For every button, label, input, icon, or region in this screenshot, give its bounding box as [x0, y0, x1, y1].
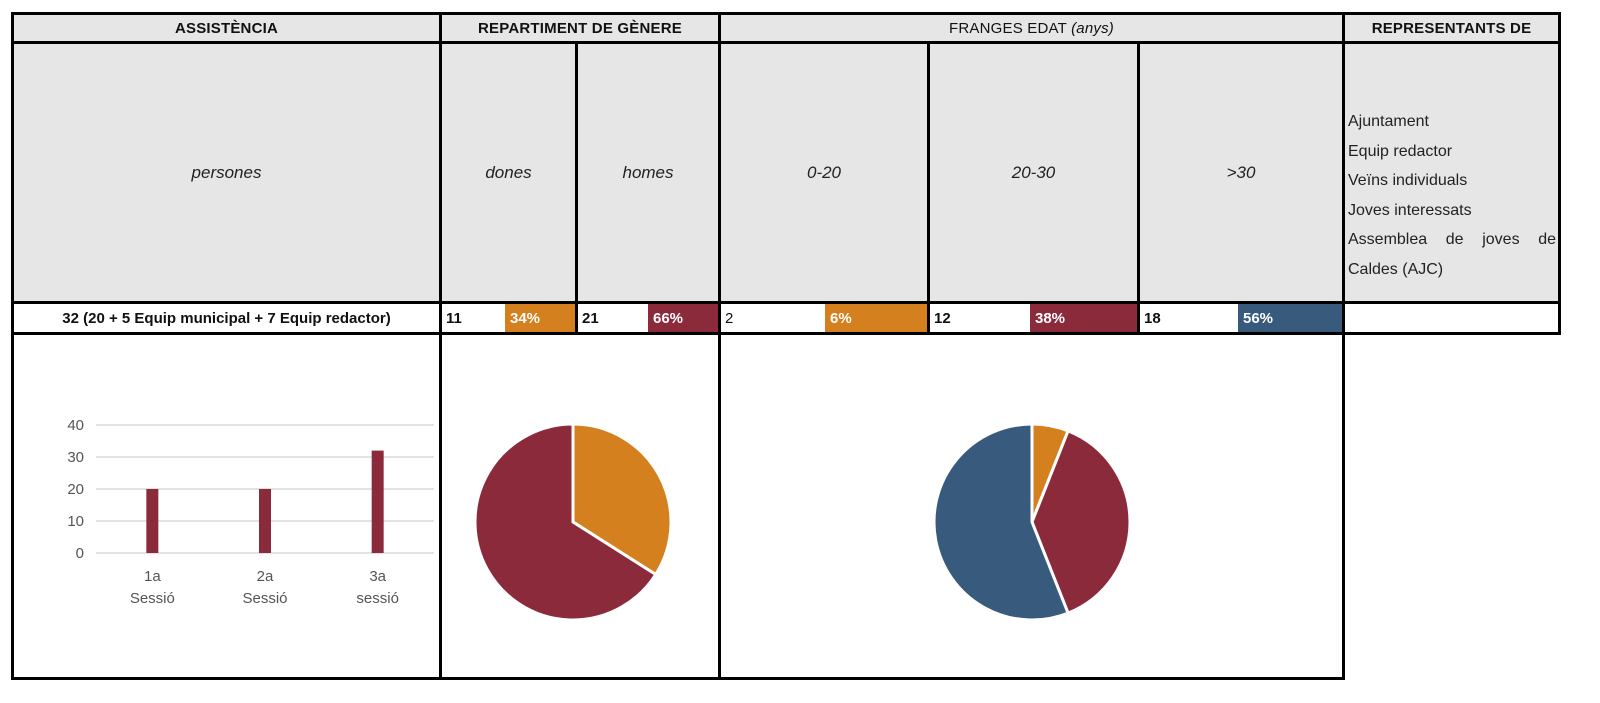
subheader-age-20-30: 20-30 [927, 41, 1140, 304]
age-20-30-percent: 38% [1030, 304, 1137, 332]
age-20-30-count: 12 [934, 309, 951, 327]
representant-item: Veïns individuals [1348, 172, 1468, 189]
subheader-dones-label: dones [485, 162, 532, 182]
x-tick-label: Sessió [242, 590, 287, 607]
subheader-age-20-30-label: 20-30 [1011, 162, 1056, 182]
pie-slice [932, 422, 1070, 622]
age-0-20-count: 2 [725, 309, 734, 327]
y-tick-label: 10 [67, 513, 84, 530]
representants-cell: Ajuntament Equip redactor Veïns individu… [1342, 41, 1561, 304]
subheader-persones-label: persones [191, 162, 262, 182]
header-edat: FRANGES EDAT (anys) [718, 12, 1345, 44]
representants-list: Ajuntament Equip redactor Veïns individu… [1345, 107, 1558, 284]
dones-percent: 34% [505, 304, 575, 332]
homes-percent: 66% [648, 304, 718, 332]
value-age-20-30: 12 38% [927, 301, 1140, 335]
age-0-20-percent: 6% [825, 304, 927, 332]
attendance-chart-cell: 0 10 20 30 40 1a Sessió 2a Sessió 3a sessió [11, 332, 442, 680]
x-tick-label: 3a [369, 568, 386, 585]
subheader-age-0-20: 0-20 [718, 41, 930, 304]
header-assistencia-label: ASSISTÈNCIA [174, 19, 279, 37]
representant-item: Assemblea de joves de Caldes (AJC) [1348, 231, 1556, 278]
homes-count: 21 [582, 309, 599, 327]
header-genere-label: REPARTIMENT DE GÈNERE [478, 19, 682, 37]
subheader-homes: homes [575, 41, 721, 304]
gender-pie-chart [473, 422, 673, 622]
bar [259, 489, 271, 553]
pie-slice [1030, 429, 1132, 615]
total-attendance-value: 32 (20 + 5 Equip municipal + 7 Equip red… [62, 309, 391, 327]
total-attendance: 32 (20 + 5 Equip municipal + 7 Equip red… [11, 301, 442, 335]
representant-item: Joves interessats [1348, 201, 1472, 219]
value-representants-empty [1342, 301, 1561, 335]
bar [146, 489, 159, 553]
value-homes: 21 66% [575, 301, 721, 335]
value-dones: 11 34% [439, 301, 578, 335]
age-30-plus-percent: 56% [1238, 304, 1342, 332]
representant-item: Ajuntament [1348, 113, 1429, 130]
representant-item: Equip redactor [1348, 142, 1453, 160]
age-30-plus-count: 18 [1144, 309, 1161, 327]
x-tick-label: sessió [356, 590, 399, 607]
header-assistencia: ASSISTÈNCIA [11, 12, 442, 44]
age-chart-cell [718, 332, 1345, 680]
header-edat-main: FRANGES EDAT [949, 19, 1072, 37]
value-age-0-20: 2 6% [718, 301, 930, 335]
value-age-30-plus: 18 56% [1137, 301, 1345, 335]
bar [371, 450, 384, 553]
x-tick-label: 1a [144, 568, 161, 585]
y-tick-label: 0 [76, 545, 84, 562]
y-tick-label: 20 [67, 481, 84, 498]
gender-chart-cell [439, 332, 721, 680]
header-representants-label: REPRESENTANTS DE [1371, 19, 1532, 37]
subheader-homes-label: homes [622, 162, 674, 182]
subheader-dones: dones [439, 41, 578, 304]
header-representants: REPRESENTANTS DE [1342, 12, 1561, 44]
subheader-age-30-plus: >30 [1137, 41, 1345, 304]
age-pie-chart [932, 422, 1132, 622]
y-tick-label: 40 [67, 417, 84, 434]
subheader-persones: persones [11, 41, 442, 304]
y-tick-label: 30 [67, 449, 84, 466]
header-edat-unit: (anys) [1071, 19, 1114, 37]
subheader-age-30-plus-label: >30 [1226, 162, 1256, 182]
dones-count: 11 [446, 309, 462, 327]
header-edat-label: FRANGES EDAT (anys) [949, 20, 1114, 37]
pie-slice [473, 422, 658, 622]
subheader-age-0-20-label: 0-20 [806, 162, 842, 182]
header-genere: REPARTIMENT DE GÈNERE [439, 12, 721, 44]
x-tick-label: Sessió [130, 590, 175, 607]
x-tick-label: 2a [257, 568, 274, 585]
attendance-bar-chart: 0 10 20 30 40 1a Sessió 2a Sessió 3a sessió [67, 417, 434, 607]
